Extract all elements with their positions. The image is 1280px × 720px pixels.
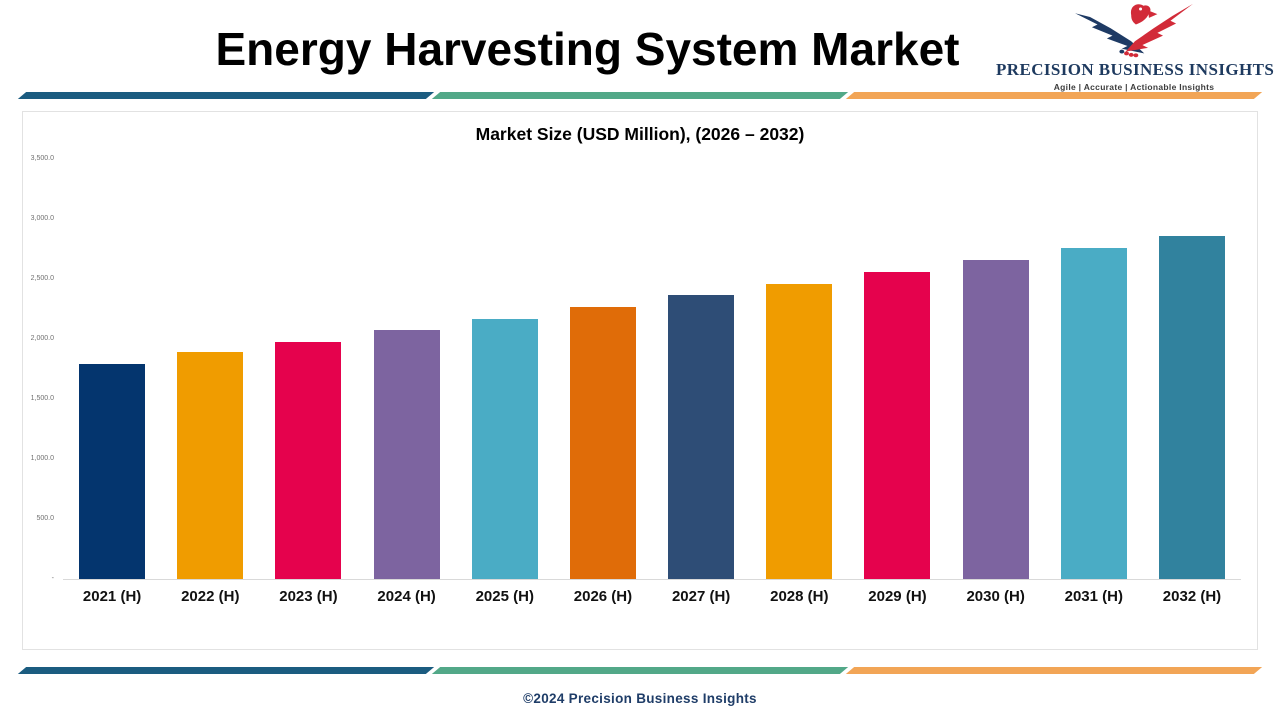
x-axis-label: 2029 (H)	[868, 588, 927, 605]
bar-slot	[456, 160, 554, 579]
y-tick-label: 3,500.0	[30, 155, 54, 162]
bar-2030	[962, 259, 1029, 579]
x-slot: 2023 (H)	[259, 588, 357, 605]
x-axis-label: 2026 (H)	[573, 588, 633, 605]
brand-name: PRECISION BUSINESS INSIGHTS	[996, 60, 1275, 79]
bar-slot	[358, 160, 456, 579]
bar-2029	[864, 271, 931, 579]
brand-tagline: Agile | Accurate | Actionable Insights	[1053, 82, 1215, 92]
y-tick-label: 2,500.0	[30, 275, 54, 282]
x-axis-label: 2030 (H)	[966, 588, 1025, 605]
bar-slot	[1143, 160, 1241, 579]
eagle-logo-icon	[1075, 3, 1193, 58]
bar-slot	[259, 160, 357, 579]
bar-slot	[554, 160, 652, 579]
x-slot: 2026 (H)	[554, 588, 652, 605]
bar-2031	[1060, 248, 1127, 579]
x-axis-label: 2023 (H)	[279, 588, 338, 605]
y-tick-label: 500.0	[36, 515, 54, 522]
bar-2028	[766, 283, 833, 579]
x-slot: 2032 (H)	[1143, 588, 1241, 605]
y-tick-label: 3,000.0	[30, 215, 54, 222]
chart-title: Market Size (USD Million), (2026 – 2032)	[475, 124, 805, 144]
y-tick-label: 1,500.0	[30, 395, 54, 402]
bar-2027	[668, 295, 735, 579]
bar-2024	[373, 330, 440, 579]
brand-logo: PRECISION BUSINESS INSIGHTS Agile | Accu…	[996, 2, 1275, 92]
x-slot: 2030 (H)	[947, 588, 1045, 605]
divider-segment	[17, 92, 435, 99]
x-axis-labels: 2021 (H) 2022 (H) 2023 (H) 2024 (H) 2025 (H)…	[63, 588, 1241, 605]
bar-slot	[750, 160, 848, 579]
x-axis-label: 2024 (H)	[377, 588, 436, 605]
bottom-divider	[17, 667, 1263, 674]
bar-slot	[848, 160, 946, 579]
x-slot: 2025 (H)	[456, 588, 554, 605]
bar-slot	[1045, 160, 1143, 579]
plot-area	[63, 160, 1241, 580]
bar-slot	[161, 160, 259, 579]
page-title: Energy Harvesting System Market	[215, 23, 960, 75]
x-axis-label: 2025 (H)	[475, 588, 534, 605]
x-slot: 2029 (H)	[848, 588, 946, 605]
y-tick-label: 1,000.0	[30, 455, 54, 462]
x-slot: 2022 (H)	[161, 588, 259, 605]
chart-panel: Market Size (USD Million), (2026 – 2032)…	[22, 111, 1258, 650]
divider-segment	[845, 92, 1263, 99]
x-slot: 2028 (H)	[750, 588, 848, 605]
bar-slot	[947, 160, 1045, 579]
bar-2025	[471, 318, 538, 579]
x-axis-label: 2028 (H)	[770, 588, 829, 605]
x-axis-label: 2021 (H)	[82, 588, 142, 605]
x-axis-label: 2022 (H)	[181, 588, 240, 605]
divider-segment	[431, 667, 849, 674]
bar-2026	[569, 306, 636, 579]
bar-slot	[63, 160, 161, 579]
x-axis-label: 2032 (H)	[1162, 588, 1222, 605]
y-tick-label: -	[51, 575, 54, 582]
y-axis: 3,500.0 3,000.0 2,500.0 2,000.0 1,500.0 1,000…	[23, 112, 59, 649]
y-tick-label: 2,000.0	[30, 335, 54, 342]
x-slot: 2027 (H)	[652, 588, 750, 605]
bar-2032	[1158, 236, 1225, 579]
divider-segment	[431, 92, 849, 99]
bar-2023	[275, 342, 342, 579]
divider-segment	[845, 667, 1263, 674]
x-slot: 2021 (H)	[63, 588, 161, 605]
footer-copyright: ©2024 Precision Business Insights	[523, 691, 757, 706]
x-slot: 2031 (H)	[1045, 588, 1143, 605]
divider-segment	[17, 667, 435, 674]
x-slot: 2024 (H)	[358, 588, 456, 605]
x-axis-label: 2031 (H)	[1064, 588, 1123, 605]
bar-2022	[177, 352, 244, 579]
bar-slot	[652, 160, 750, 579]
top-divider	[17, 92, 1263, 99]
bar-2021	[79, 363, 146, 579]
x-axis-label: 2027 (H)	[671, 588, 731, 605]
